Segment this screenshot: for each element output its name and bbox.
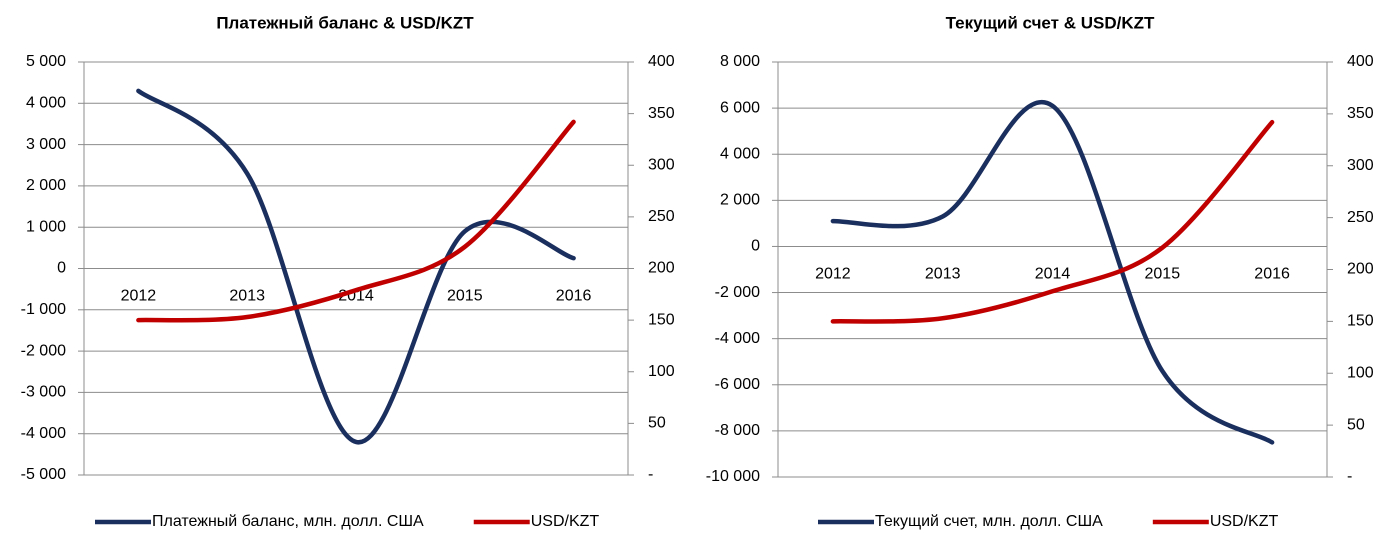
y-tick-label: 4 000 bbox=[720, 145, 760, 162]
y2-tick-label: 100 bbox=[648, 363, 675, 380]
y-tick-label: 5 000 bbox=[26, 53, 66, 70]
y-tick-label: -1 000 bbox=[21, 301, 66, 318]
y-tick-label: 0 bbox=[57, 260, 66, 277]
x-tick-label: 2015 bbox=[1145, 266, 1181, 283]
legend-label: Текущий счет, млн. долл. США bbox=[875, 513, 1103, 530]
y-tick-label: 1 000 bbox=[26, 218, 66, 235]
y2-tick-label: - bbox=[648, 466, 653, 483]
legend-label: USD/KZT bbox=[1210, 513, 1279, 530]
y2-tick-label: - bbox=[1347, 468, 1352, 485]
x-tick-label: 2016 bbox=[1254, 266, 1290, 283]
series-line bbox=[830, 100, 1275, 445]
y-tick-label: -2 000 bbox=[21, 342, 66, 359]
legend-label: Платежный баланс, млн. долл. США bbox=[152, 513, 424, 530]
series-line bbox=[136, 119, 576, 323]
x-tick-label: 2012 bbox=[121, 288, 157, 305]
series-line bbox=[136, 88, 576, 445]
y2-tick-label: 50 bbox=[1347, 416, 1365, 433]
series-line bbox=[830, 119, 1275, 324]
y2-tick-label: 200 bbox=[648, 260, 675, 277]
y2-tick-label: 200 bbox=[1347, 261, 1374, 278]
x-tick-label: 2012 bbox=[815, 266, 851, 283]
y-tick-label: -8 000 bbox=[715, 422, 760, 439]
x-tick-label: 2015 bbox=[447, 288, 483, 305]
y-tick-label: -4 000 bbox=[715, 330, 760, 347]
y-tick-label: 2 000 bbox=[26, 177, 66, 194]
x-tick-label: 2016 bbox=[556, 288, 592, 305]
y-tick-label: 0 bbox=[751, 238, 760, 255]
y-tick-label: -2 000 bbox=[715, 284, 760, 301]
y-tick-label: -6 000 bbox=[715, 376, 760, 393]
y2-tick-label: 150 bbox=[1347, 313, 1374, 330]
y2-tick-label: 350 bbox=[648, 105, 675, 122]
y-tick-label: 4 000 bbox=[26, 95, 66, 112]
y-tick-label: -3 000 bbox=[21, 384, 66, 401]
chart-title: Текущий счет & USD/KZT bbox=[946, 13, 1155, 32]
y2-tick-label: 350 bbox=[1347, 105, 1374, 122]
y2-tick-label: 400 bbox=[648, 53, 675, 70]
x-tick-label: 2014 bbox=[1035, 266, 1071, 283]
y2-tick-label: 150 bbox=[648, 311, 675, 328]
y2-tick-label: 300 bbox=[648, 156, 675, 173]
y2-tick-label: 300 bbox=[1347, 157, 1374, 174]
y-tick-label: -4 000 bbox=[21, 425, 66, 442]
y2-tick-label: 50 bbox=[648, 415, 666, 432]
y-tick-label: 2 000 bbox=[720, 192, 760, 209]
y-tick-label: -5 000 bbox=[21, 466, 66, 483]
y2-tick-label: 400 bbox=[1347, 53, 1374, 70]
y-tick-label: 8 000 bbox=[720, 53, 760, 70]
y2-tick-label: 250 bbox=[648, 208, 675, 225]
y2-tick-label: 250 bbox=[1347, 209, 1374, 226]
y-tick-label: 3 000 bbox=[26, 136, 66, 153]
legend-label: USD/KZT bbox=[531, 513, 600, 530]
y-tick-label: 6 000 bbox=[720, 99, 760, 116]
y-tick-label: -10 000 bbox=[706, 468, 760, 485]
x-tick-label: 2013 bbox=[925, 266, 961, 283]
chart-title: Платежный баланс & USD/KZT bbox=[216, 13, 474, 32]
y2-tick-label: 100 bbox=[1347, 364, 1374, 381]
x-tick-label: 2013 bbox=[229, 288, 265, 305]
